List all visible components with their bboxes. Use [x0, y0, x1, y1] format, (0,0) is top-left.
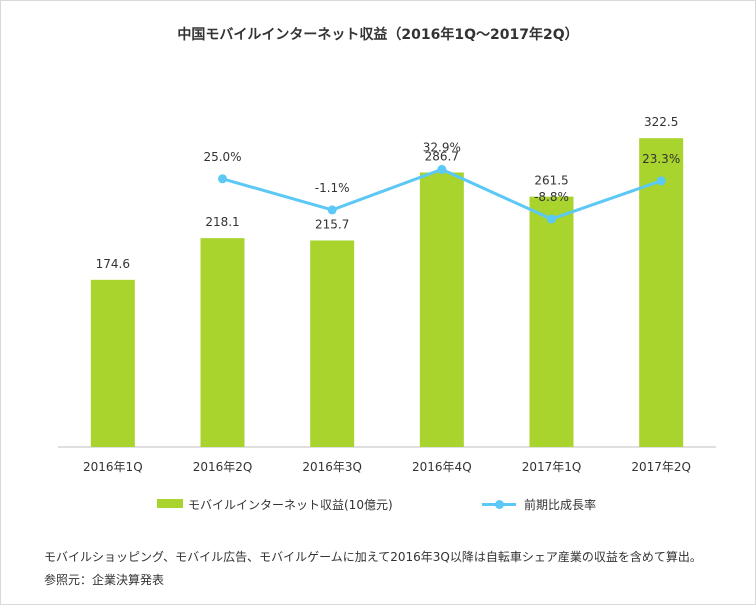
- bar-value-label: 218.1: [205, 215, 239, 229]
- growth-value-label: -1.1%: [315, 181, 350, 195]
- bar-value-label: 261.5: [534, 174, 568, 188]
- x-tick-label: 2016年1Q: [83, 460, 143, 474]
- bar-3: [310, 240, 355, 447]
- note-source: 参照元：企業決算発表: [44, 573, 165, 587]
- chart-title: 中国モバイルインターネット収益（2016年1Q～2017年2Q）: [177, 27, 579, 43]
- bar-4: [419, 172, 464, 448]
- bar-2: [200, 238, 245, 447]
- x-tick-label: 2016年2Q: [193, 460, 253, 474]
- legend-bar-swatch: [157, 499, 183, 508]
- growth-value-label: 23.3%: [642, 152, 680, 166]
- legend-line-marker: [495, 500, 504, 509]
- bar-value-label: 286.7: [425, 149, 459, 163]
- x-tick-label: 2016年4Q: [412, 460, 472, 474]
- bar-1: [90, 279, 135, 447]
- legend-line-label: 前期比成長率: [524, 498, 597, 512]
- growth-value-label: 32.9%: [423, 140, 461, 154]
- x-tick-label: 2016年3Q: [302, 460, 362, 474]
- bar-5: [529, 196, 574, 447]
- growth-point: [656, 176, 666, 186]
- x-tick-label: 2017年1Q: [522, 460, 582, 474]
- note-method: モバイルショッピング、モバイル広告、モバイルゲームに加えて2016年3Q以降は自…: [44, 550, 702, 564]
- chart-notes: モバイルショッピング、モバイル広告、モバイルゲームに加えて2016年3Q以降は自…: [44, 546, 702, 592]
- growth-value-label: -8.8%: [534, 190, 569, 204]
- legend-bar-label: モバイルインターネット収益(10億元): [188, 498, 393, 512]
- x-tick-label: 2017年2Q: [631, 460, 691, 474]
- bar-value-label: 322.5: [644, 115, 678, 129]
- bar-6: [639, 138, 684, 448]
- bar-value-label: 174.6: [96, 257, 130, 271]
- growth-point: [218, 174, 227, 184]
- bar-value-label: 215.7: [315, 217, 349, 231]
- growth-value-label: 25.0%: [203, 150, 241, 164]
- growth-point: [437, 164, 447, 174]
- growth-point: [327, 205, 337, 215]
- growth-point: [547, 214, 556, 224]
